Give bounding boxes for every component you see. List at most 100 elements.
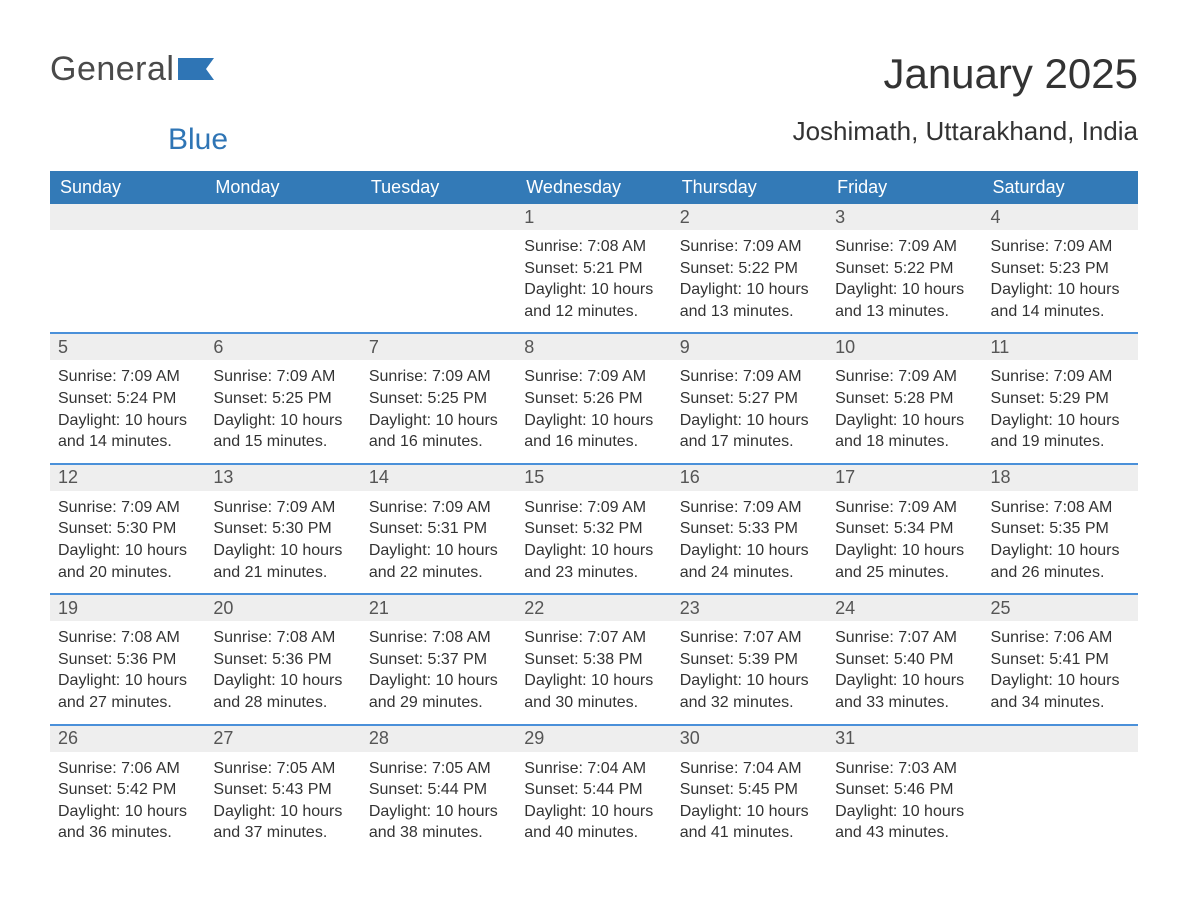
daylight2-text: and 24 minutes. xyxy=(680,562,819,584)
sunrise-text: Sunrise: 7:06 AM xyxy=(991,627,1130,649)
date-number: 13 xyxy=(205,465,360,491)
daylight1-text: Daylight: 10 hours xyxy=(58,410,197,432)
logo: General xyxy=(50,50,214,89)
sunrise-text: Sunrise: 7:08 AM xyxy=(991,497,1130,519)
date-number: 18 xyxy=(983,465,1138,491)
sunset-text: Sunset: 5:37 PM xyxy=(369,649,508,671)
sunset-text: Sunset: 5:46 PM xyxy=(835,779,974,801)
daylight2-text: and 34 minutes. xyxy=(991,692,1130,714)
date-number: 22 xyxy=(516,595,671,621)
day-cell: 9Sunrise: 7:09 AMSunset: 5:27 PMDaylight… xyxy=(672,334,827,462)
day-cell: 18Sunrise: 7:08 AMSunset: 5:35 PMDayligh… xyxy=(983,465,1138,593)
sunset-text: Sunset: 5:45 PM xyxy=(680,779,819,801)
daylight2-text: and 36 minutes. xyxy=(58,822,197,844)
daylight1-text: Daylight: 10 hours xyxy=(369,540,508,562)
weekday-monday: Monday xyxy=(205,171,360,204)
daylight2-text: and 28 minutes. xyxy=(213,692,352,714)
sunset-text: Sunset: 5:28 PM xyxy=(835,388,974,410)
day-details: Sunrise: 7:09 AMSunset: 5:29 PMDaylight:… xyxy=(983,360,1138,452)
day-details: Sunrise: 7:09 AMSunset: 5:34 PMDaylight:… xyxy=(827,491,982,583)
day-cell: 6Sunrise: 7:09 AMSunset: 5:25 PMDaylight… xyxy=(205,334,360,462)
day-details: Sunrise: 7:04 AMSunset: 5:44 PMDaylight:… xyxy=(516,752,671,844)
week-row: 12Sunrise: 7:09 AMSunset: 5:30 PMDayligh… xyxy=(50,463,1138,593)
week-row: 26Sunrise: 7:06 AMSunset: 5:42 PMDayligh… xyxy=(50,724,1138,854)
sunrise-text: Sunrise: 7:03 AM xyxy=(835,758,974,780)
daylight2-text: and 20 minutes. xyxy=(58,562,197,584)
date-number: 6 xyxy=(205,334,360,360)
weeks-container: ...1Sunrise: 7:08 AMSunset: 5:21 PMDayli… xyxy=(50,204,1138,854)
daylight2-text: and 16 minutes. xyxy=(524,431,663,453)
day-details: Sunrise: 7:09 AMSunset: 5:26 PMDaylight:… xyxy=(516,360,671,452)
day-details: Sunrise: 7:09 AMSunset: 5:23 PMDaylight:… xyxy=(983,230,1138,322)
day-details: Sunrise: 7:06 AMSunset: 5:42 PMDaylight:… xyxy=(50,752,205,844)
day-cell: 27Sunrise: 7:05 AMSunset: 5:43 PMDayligh… xyxy=(205,726,360,854)
daylight2-text: and 15 minutes. xyxy=(213,431,352,453)
day-details: Sunrise: 7:09 AMSunset: 5:30 PMDaylight:… xyxy=(205,491,360,583)
sunset-text: Sunset: 5:34 PM xyxy=(835,518,974,540)
daylight2-text: and 27 minutes. xyxy=(58,692,197,714)
daylight1-text: Daylight: 10 hours xyxy=(835,279,974,301)
day-details: Sunrise: 7:09 AMSunset: 5:33 PMDaylight:… xyxy=(672,491,827,583)
day-details: Sunrise: 7:04 AMSunset: 5:45 PMDaylight:… xyxy=(672,752,827,844)
sunset-text: Sunset: 5:30 PM xyxy=(58,518,197,540)
sunset-text: Sunset: 5:42 PM xyxy=(58,779,197,801)
day-details: Sunrise: 7:06 AMSunset: 5:41 PMDaylight:… xyxy=(983,621,1138,713)
daylight2-text: and 30 minutes. xyxy=(524,692,663,714)
sunrise-text: Sunrise: 7:09 AM xyxy=(835,497,974,519)
daylight1-text: Daylight: 10 hours xyxy=(680,540,819,562)
week-row: 5Sunrise: 7:09 AMSunset: 5:24 PMDaylight… xyxy=(50,332,1138,462)
sunset-text: Sunset: 5:32 PM xyxy=(524,518,663,540)
date-number: 31 xyxy=(827,726,982,752)
day-cell: 12Sunrise: 7:09 AMSunset: 5:30 PMDayligh… xyxy=(50,465,205,593)
sunrise-text: Sunrise: 7:09 AM xyxy=(369,497,508,519)
day-cell: 23Sunrise: 7:07 AMSunset: 5:39 PMDayligh… xyxy=(672,595,827,723)
date-number: . xyxy=(50,204,205,230)
sunset-text: Sunset: 5:40 PM xyxy=(835,649,974,671)
sunrise-text: Sunrise: 7:06 AM xyxy=(58,758,197,780)
day-cell: . xyxy=(50,204,205,332)
daylight2-text: and 40 minutes. xyxy=(524,822,663,844)
sunset-text: Sunset: 5:21 PM xyxy=(524,258,663,280)
sunset-text: Sunset: 5:38 PM xyxy=(524,649,663,671)
date-number: 28 xyxy=(361,726,516,752)
day-details: Sunrise: 7:05 AMSunset: 5:44 PMDaylight:… xyxy=(361,752,516,844)
daylight2-text: and 23 minutes. xyxy=(524,562,663,584)
day-cell: 20Sunrise: 7:08 AMSunset: 5:36 PMDayligh… xyxy=(205,595,360,723)
day-cell: 1Sunrise: 7:08 AMSunset: 5:21 PMDaylight… xyxy=(516,204,671,332)
daylight1-text: Daylight: 10 hours xyxy=(680,670,819,692)
daylight2-text: and 21 minutes. xyxy=(213,562,352,584)
sunrise-text: Sunrise: 7:09 AM xyxy=(991,236,1130,258)
sunrise-text: Sunrise: 7:09 AM xyxy=(835,366,974,388)
day-details: Sunrise: 7:09 AMSunset: 5:25 PMDaylight:… xyxy=(361,360,516,452)
daylight1-text: Daylight: 10 hours xyxy=(835,540,974,562)
day-cell: 25Sunrise: 7:06 AMSunset: 5:41 PMDayligh… xyxy=(983,595,1138,723)
daylight1-text: Daylight: 10 hours xyxy=(680,410,819,432)
sunrise-text: Sunrise: 7:08 AM xyxy=(369,627,508,649)
day-details: Sunrise: 7:08 AMSunset: 5:21 PMDaylight:… xyxy=(516,230,671,322)
day-details: Sunrise: 7:09 AMSunset: 5:27 PMDaylight:… xyxy=(672,360,827,452)
day-cell: 21Sunrise: 7:08 AMSunset: 5:37 PMDayligh… xyxy=(361,595,516,723)
daylight1-text: Daylight: 10 hours xyxy=(213,670,352,692)
date-number: 8 xyxy=(516,334,671,360)
date-number: 15 xyxy=(516,465,671,491)
day-details: Sunrise: 7:09 AMSunset: 5:28 PMDaylight:… xyxy=(827,360,982,452)
sunset-text: Sunset: 5:25 PM xyxy=(369,388,508,410)
sunset-text: Sunset: 5:36 PM xyxy=(58,649,197,671)
daylight1-text: Daylight: 10 hours xyxy=(680,279,819,301)
date-number: 12 xyxy=(50,465,205,491)
day-cell: 10Sunrise: 7:09 AMSunset: 5:28 PMDayligh… xyxy=(827,334,982,462)
daylight1-text: Daylight: 10 hours xyxy=(835,801,974,823)
date-number: 7 xyxy=(361,334,516,360)
date-number: 24 xyxy=(827,595,982,621)
daylight1-text: Daylight: 10 hours xyxy=(991,410,1130,432)
weekday-sunday: Sunday xyxy=(50,171,205,204)
date-number: 17 xyxy=(827,465,982,491)
date-number: 1 xyxy=(516,204,671,230)
week-row: 19Sunrise: 7:08 AMSunset: 5:36 PMDayligh… xyxy=(50,593,1138,723)
date-number: 10 xyxy=(827,334,982,360)
day-cell: 28Sunrise: 7:05 AMSunset: 5:44 PMDayligh… xyxy=(361,726,516,854)
month-title: January 2025 xyxy=(793,50,1138,98)
date-number: . xyxy=(205,204,360,230)
sunrise-text: Sunrise: 7:09 AM xyxy=(680,236,819,258)
sunset-text: Sunset: 5:27 PM xyxy=(680,388,819,410)
